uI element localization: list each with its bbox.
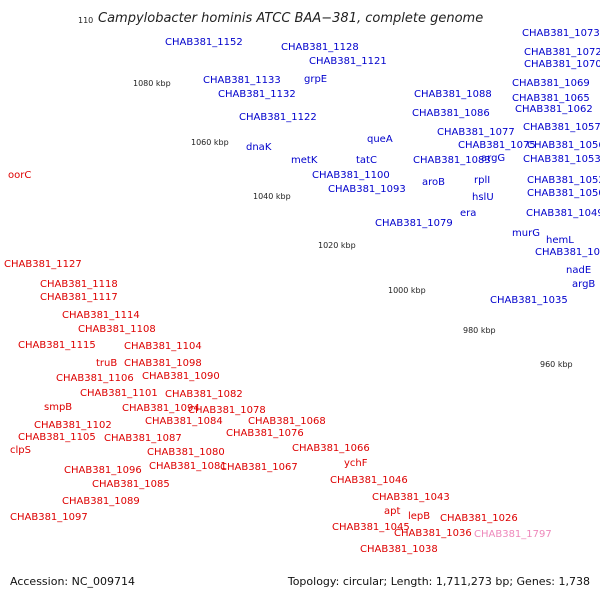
forward-gene-label: CHAB381_1062: [515, 104, 593, 115]
footer: Accession: NC_009714 Topology: circular;…: [0, 575, 600, 595]
reverse-gene-label: CHAB381_1108: [78, 324, 156, 335]
forward-gene-label: CHAB381_1031: [535, 247, 600, 258]
reverse-gene-label: CHAB381_1102: [34, 420, 112, 431]
forward-gene-label: murG: [512, 228, 540, 239]
reverse-gene-label: CHAB381_1127: [4, 259, 82, 270]
forward-gene-label: CHAB381_1083: [413, 155, 491, 166]
reverse-gene-label: CHAB381_1090: [142, 371, 220, 382]
reverse-gene-label: lepB: [408, 511, 430, 522]
forward-gene-label: CHAB381_1073: [522, 28, 600, 39]
reverse-gene-label: CHAB381_1118: [40, 279, 118, 290]
reverse-gene-label: CHAB381_1101: [80, 388, 158, 399]
forward-gene-label: rplI: [474, 175, 490, 186]
reverse-gene-label: oorC: [8, 170, 31, 181]
forward-gene-label: CHAB381_1052: [527, 175, 600, 186]
reverse-gene-label: CHAB381_1045: [332, 522, 410, 533]
forward-gene-label: argB: [572, 279, 595, 290]
forward-gene-label: argG: [481, 153, 505, 164]
reverse-gene-label: CHAB381_1097: [10, 512, 88, 523]
tick-label: 1080 kbp: [133, 79, 171, 88]
tick-label: 1020 kbp: [318, 241, 356, 250]
forward-gene-label: hslU: [472, 192, 494, 203]
reverse-gene-label: CHAB381_1026: [440, 513, 518, 524]
reverse-gene-label: CHAB381_1080: [147, 447, 225, 458]
forward-gene-label: grpE: [304, 74, 327, 85]
forward-gene-label: CHAB381_1065: [512, 93, 590, 104]
reverse-gene-label: smpB: [44, 402, 72, 413]
gene-labels: CHAB381_1152 CHAB381_1128 CHAB381_1121 CHAB…: [4, 28, 600, 555]
top-tick-label: 110: [78, 16, 93, 25]
reverse-gene-label: CHAB381_1087: [104, 433, 182, 444]
reverse-gene-label: CHAB381_1117: [40, 292, 118, 303]
reverse-gene-label: CHAB381_1038: [360, 544, 438, 555]
reverse-gene-label: truB: [96, 358, 117, 369]
accession-text: Accession: NC_009714: [10, 575, 136, 588]
forward-gene-label: CHAB381_1079: [375, 218, 453, 229]
forward-gene-label: CHAB381_1075: [458, 140, 536, 151]
reverse-gene-label: CHAB381_1076: [226, 428, 304, 439]
forward-gene-label: CHAB381_1121: [309, 56, 387, 67]
tick-label: 980 kbp: [463, 326, 496, 335]
forward-gene-label: era: [460, 208, 476, 219]
reverse-gene-label: CHAB381_1114: [62, 310, 140, 321]
forward-gene-label: CHAB381_1069: [512, 78, 590, 89]
reverse-gene-label: CHAB381_1106: [56, 373, 134, 384]
forward-gene-label: CHAB381_1057: [523, 122, 600, 133]
forward-gene-label: CHAB381_1152: [165, 37, 243, 48]
reverse-gene-label: CHAB381_1082: [165, 389, 243, 400]
forward-gene-label: CHAB381_1100: [312, 170, 390, 181]
forward-gene-label: CHAB381_1088: [414, 89, 492, 100]
forward-gene-label: nadE: [566, 265, 591, 276]
reverse-gene-label: CHAB381_1084: [145, 416, 223, 427]
reverse-gene-label: CHAB381_1081: [149, 461, 227, 472]
forward-gene-label: CHAB381_1035: [490, 295, 568, 306]
forward-gene-label: CHAB381_1050: [527, 188, 600, 199]
forward-gene-label: CHAB381_1072: [524, 47, 600, 58]
forward-gene-label: CHAB381_1133: [203, 75, 281, 86]
reverse-gene-label: CHAB381_1066: [292, 443, 370, 454]
reverse-gene-label: CHAB381_1078: [188, 405, 266, 416]
reverse-gene-label: CHAB381_1105: [18, 432, 96, 443]
reverse-gene-label: CHAB381_1104: [124, 341, 202, 352]
reverse-gene-label: CHAB381_1115: [18, 340, 96, 351]
tick-labels: 1080 kbp 1060 kbp 1040 kbp 1020 kbp 1000 kbp…: [133, 79, 573, 369]
forward-gene-label: CHAB381_1132: [218, 89, 296, 100]
reverse-gene-label: clpS: [10, 445, 31, 456]
rna-gene-label: CHAB381_1797: [474, 529, 552, 540]
reverse-gene-label: apt: [384, 506, 400, 517]
forward-gene-label: metK: [291, 155, 318, 166]
forward-gene-label: CHAB381_1093: [328, 184, 406, 195]
forward-gene-label: CHAB381_1086: [412, 108, 490, 119]
tick-label: 1040 kbp: [253, 192, 291, 201]
reverse-gene-label: CHAB381_1068: [248, 416, 326, 427]
forward-gene-label: CHAB381_1049: [526, 208, 600, 219]
tick-label: 1000 kbp: [388, 286, 426, 295]
forward-gene-label: aroB: [422, 177, 445, 188]
genome-summary-text: Topology: circular; Length: 1,711,273 bp…: [287, 575, 590, 588]
reverse-gene-label: CHAB381_1096: [64, 465, 142, 476]
genome-title: Campylobacter hominis ATCC BAA−381, comp…: [98, 11, 483, 26]
reverse-gene-label: CHAB381_1085: [92, 479, 170, 490]
forward-gene-label: CHAB381_1070: [524, 59, 600, 70]
tick-label: 960 kbp: [540, 360, 573, 369]
forward-gene-label: dnaK: [246, 142, 272, 153]
reverse-gene-label: CHAB381_1098: [124, 358, 202, 369]
forward-gene-label: CHAB381_1053: [523, 154, 600, 165]
reverse-gene-label: CHAB381_1046: [330, 475, 408, 486]
forward-gene-label: tatC: [356, 155, 377, 166]
reverse-gene-label: CHAB381_1089: [62, 496, 140, 507]
reverse-gene-label: CHAB381_1094: [122, 403, 200, 414]
forward-gene-label: CHAB381_1056: [527, 140, 600, 151]
tick-label: 1060 kbp: [191, 138, 229, 147]
forward-gene-label: CHAB381_1077: [437, 127, 515, 138]
forward-gene-label: queA: [367, 134, 393, 145]
reverse-gene-label: CHAB381_1036: [394, 528, 472, 539]
reverse-gene-label: CHAB381_1067: [220, 462, 298, 473]
reverse-gene-label: ychF: [344, 458, 368, 469]
forward-gene-label: CHAB381_1128: [281, 42, 359, 53]
reverse-gene-label: CHAB381_1043: [372, 492, 450, 503]
forward-gene-label: hemL: [546, 235, 574, 246]
forward-gene-label: CHAB381_1122: [239, 112, 317, 123]
